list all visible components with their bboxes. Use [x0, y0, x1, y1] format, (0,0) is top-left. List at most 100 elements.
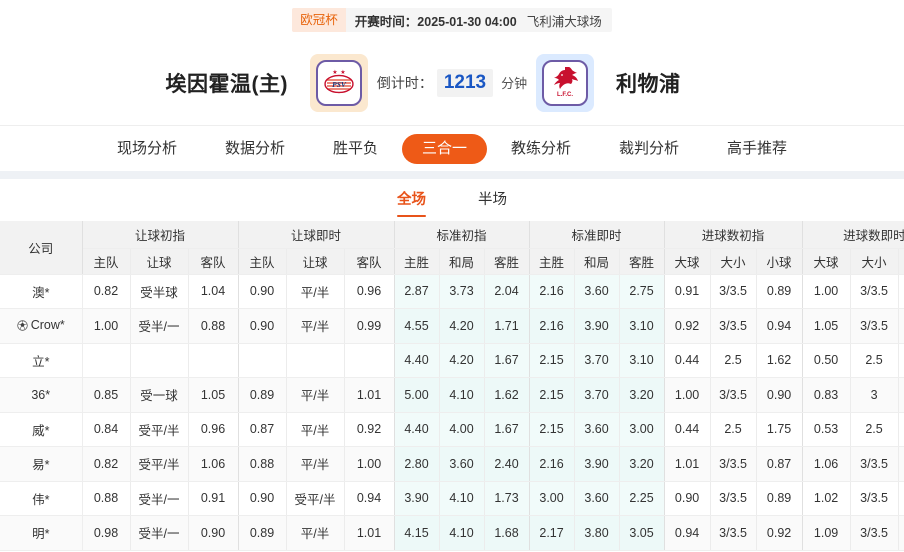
odds-table-body: 澳* 0.82 受半球 1.04 0.90 平/半 0.96 2.87 3.73 2.04 2.16…	[0, 274, 904, 551]
away-side: L.F.C. 利物浦	[536, 53, 876, 112]
header-col-hc-init-home: 主队	[81, 248, 130, 275]
cell-ou-live-0: 0.50	[801, 343, 851, 378]
cell-std-live-1: 3.80	[573, 515, 620, 551]
header-col-ou-init-under: 小球	[755, 248, 803, 275]
cell-std-live-2: 3.05	[618, 515, 665, 551]
cell-std-init-2: 1.71	[483, 308, 530, 344]
tab-jiaolian-fenxi[interactable]: 教练分析	[511, 139, 572, 157]
tab-caipan-fenxi[interactable]: 裁判分析	[619, 139, 680, 157]
cell-company[interactable]: Crow*	[0, 308, 83, 344]
cell-hc-init-0	[81, 343, 130, 378]
cell-ou-live-1: 3	[849, 377, 899, 413]
cell-hc-init-0: 0.82	[81, 446, 130, 482]
header-col-hc-live-away: 客队	[343, 248, 395, 275]
cell-company[interactable]: 易*	[0, 446, 83, 482]
cell-ou-init-0: 0.44	[663, 412, 711, 447]
cell-hc-init-1: 受半/一	[129, 515, 188, 551]
odds-table-head: 公司 让球初指 让球即时 标准初指 标准即时 进球数初指 进球数即时 主队 让球…	[0, 221, 904, 275]
cell-ou-init-2: 0.89	[755, 274, 803, 309]
away-team-name: 利物浦	[616, 72, 681, 96]
table-row[interactable]: 立* 4.40 4.20 1.67 2.15 3.70 3.10 0.44 2.5 1.62 0.5…	[0, 343, 904, 378]
table-row[interactable]: 明* 0.98 受半/一 0.90 0.89 平/半 1.01 4.15 4.10 1.68 2.1…	[0, 515, 904, 551]
cell-std-init-1: 4.10	[438, 515, 485, 551]
cell-std-init-0: 4.40	[393, 412, 440, 447]
subtab-quanchang[interactable]: 全场	[397, 179, 426, 221]
cell-std-init-2: 1.67	[483, 343, 530, 378]
cell-ou-live-2: 1.50	[897, 412, 904, 447]
header-col-1x2-live-away: 客胜	[618, 248, 665, 275]
cell-hc-live-0: 0.87	[237, 412, 287, 447]
cell-std-init-0: 2.87	[393, 274, 440, 309]
cell-hc-init-2	[187, 343, 239, 378]
cell-std-init-0: 4.55	[393, 308, 440, 344]
cell-std-live-0: 2.16	[528, 274, 575, 309]
svg-text:L.F.C.: L.F.C.	[557, 92, 573, 98]
cell-ou-live-1: 3/3.5	[849, 481, 899, 516]
header-col-ou-init-line: 大小	[709, 248, 757, 275]
cell-hc-init-0: 0.88	[81, 481, 130, 516]
cell-ou-init-0: 0.90	[663, 481, 711, 516]
home-team-name: 埃因霍温(主)	[165, 72, 288, 96]
countdown-block: 倒计时： 1213 分钟	[368, 68, 536, 97]
cell-std-init-0: 4.40	[393, 343, 440, 378]
cell-std-live-0: 2.16	[528, 308, 575, 344]
cell-ou-live-2: 0.85	[897, 481, 904, 516]
header-group-ou-initial: 进球数初指	[663, 221, 803, 249]
countdown-value: 1213	[436, 68, 494, 97]
cell-ou-live-0: 0.53	[801, 412, 851, 447]
tab-shengpingfu[interactable]: 胜平负	[332, 139, 378, 157]
table-row[interactable]: Crow* 1.00 受半/一 0.88 0.90 平/半 0.99 4.55 4.20 1.71…	[0, 308, 904, 344]
cell-std-live-0: 2.15	[528, 377, 575, 413]
section-divider-band	[0, 171, 904, 179]
cell-company[interactable]: 立*	[0, 343, 83, 378]
cell-company[interactable]: 威*	[0, 412, 83, 447]
tab-gaoshou-tuijian[interactable]: 高手推荐	[727, 139, 788, 157]
cell-std-init-2: 1.62	[483, 377, 530, 413]
cell-hc-init-1	[129, 343, 188, 378]
header-group-handicap-initial: 让球初指	[81, 221, 239, 249]
cell-ou-init-0: 0.94	[663, 515, 711, 551]
cell-ou-init-1: 2.5	[709, 343, 757, 378]
cell-hc-live-0: 0.90	[237, 308, 287, 344]
header-group-handicap-live: 让球即时	[237, 221, 395, 249]
cell-ou-init-2: 0.89	[755, 481, 803, 516]
cell-ou-live-0: 1.02	[801, 481, 851, 516]
cell-company[interactable]: 伟*	[0, 481, 83, 516]
table-row[interactable]: 伟* 0.88 受半/一 0.91 0.90 受平/半 0.94 3.90 4.10 1.73 3.…	[0, 481, 904, 516]
cell-std-init-1: 4.20	[438, 308, 485, 344]
cell-ou-live-2: 0.83	[897, 308, 904, 344]
odds-table: 公司 让球初指 让球即时 标准初指 标准即时 进球数初指 进球数即时 主队 让球…	[0, 221, 904, 551]
cell-std-init-0: 5.00	[393, 377, 440, 413]
odds-table-wrap: 公司 让球初指 让球即时 标准初指 标准即时 进球数初指 进球数即时 主队 让球…	[0, 221, 904, 551]
cell-ou-live-1: 3/3.5	[849, 446, 899, 482]
cell-hc-live-1: 平/半	[285, 412, 345, 447]
cell-hc-live-2: 1.01	[343, 515, 395, 551]
svg-text:★: ★	[332, 69, 337, 76]
cell-ou-init-1: 3/3.5	[709, 515, 757, 551]
tab-shuju-fenxi[interactable]: 数据分析	[224, 139, 285, 157]
cell-hc-live-1: 平/半	[285, 515, 345, 551]
subtab-banchang[interactable]: 半场	[478, 192, 507, 208]
cell-hc-init-1: 受半/一	[129, 308, 188, 344]
cell-company[interactable]: 明*	[0, 515, 83, 551]
svg-text:★: ★	[340, 69, 345, 76]
cell-hc-init-0: 1.00	[81, 308, 130, 344]
cell-ou-init-0: 1.01	[663, 446, 711, 482]
cell-hc-init-2: 0.90	[187, 515, 239, 551]
cell-company[interactable]: 36*	[0, 377, 83, 413]
table-row[interactable]: 36* 0.85 受一球 1.05 0.89 平/半 1.01 5.00 4.10 1.62 2.1…	[0, 377, 904, 413]
table-row[interactable]: 澳* 0.82 受半球 1.04 0.90 平/半 0.96 2.87 3.73 2.04 2.16…	[0, 274, 904, 309]
tab-sanheyi[interactable]: 三合一	[401, 133, 487, 164]
tab-xianchang-fenxi[interactable]: 现场分析	[116, 139, 177, 157]
cell-hc-live-1: 平/半	[285, 308, 345, 344]
cell-ou-init-1: 3/3.5	[709, 446, 757, 482]
table-row[interactable]: 威* 0.84 受平/半 0.96 0.87 平/半 0.92 4.40 4.00 1.67 2.1…	[0, 412, 904, 447]
cell-std-init-0: 4.15	[393, 515, 440, 551]
cell-ou-live-2: 0.79	[897, 515, 904, 551]
table-row[interactable]: 易* 0.82 受平/半 1.06 0.88 平/半 1.00 2.80 3.60 2.40 2.1…	[0, 446, 904, 482]
cell-hc-init-2: 1.04	[187, 274, 239, 309]
cell-std-init-1: 4.10	[438, 377, 485, 413]
cell-std-live-2: 3.20	[618, 377, 665, 413]
cell-company[interactable]: 澳*	[0, 274, 83, 309]
cell-std-init-0: 2.80	[393, 446, 440, 482]
